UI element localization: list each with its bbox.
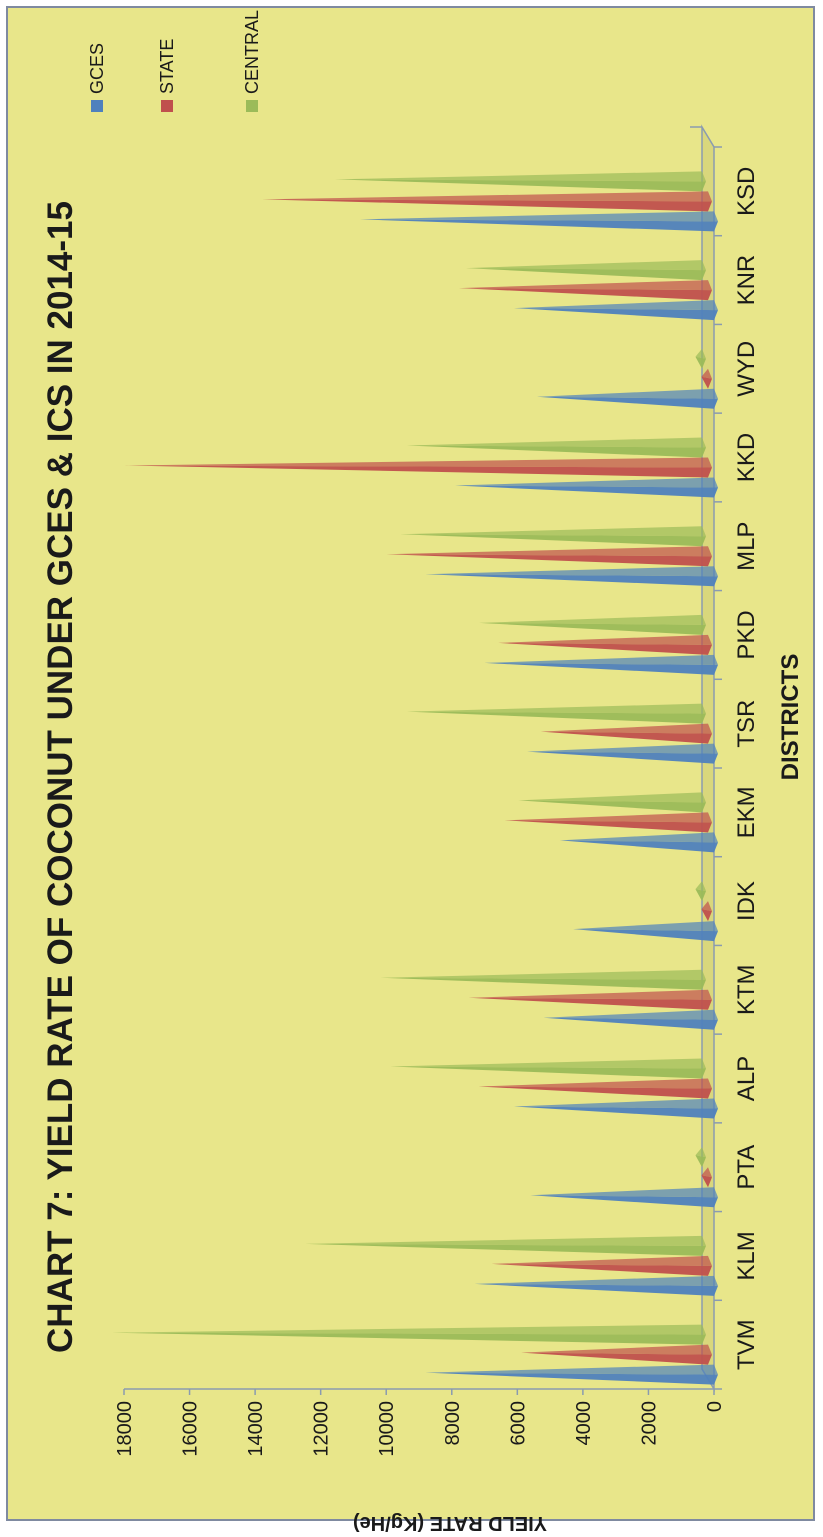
bar-state-alp — [478, 1078, 712, 1099]
chart-title: CHART 7: YIELD RATE OF COCONUT UNDER GCE… — [41, 201, 80, 1353]
bar-state-wyd — [701, 368, 712, 389]
y-axis: 0 2000 4000 6000 8000 10000 12000 14000 16000 180… — [114, 1388, 726, 1457]
bar-state-kkd — [124, 457, 712, 478]
bar-state-idk — [701, 901, 712, 922]
x-tick-label: TSR — [733, 700, 760, 748]
bar-central-pkd — [479, 614, 706, 635]
x-tick-label: PKD — [733, 610, 760, 659]
x-tick-label: KNR — [733, 255, 760, 306]
x-tick-label: ALP — [733, 1056, 760, 1101]
x-tick-label: KTM — [733, 964, 760, 1015]
y-tick-label: 16000 — [180, 1401, 202, 1457]
chart: CHART 7: YIELD RATE OF COCONUT UNDER GCE… — [41, 10, 804, 1534]
legend-item-state: STATE — [157, 39, 177, 112]
legend-label: GCES — [87, 43, 107, 94]
bar-central-pta — [695, 1147, 706, 1168]
legend-item-gces: GCES — [87, 43, 107, 112]
rotated-chart-canvas: CHART 7: YIELD RATE OF COCONUT UNDER GCE… — [8, 8, 823, 1537]
bar-gces-ktm — [543, 1009, 718, 1030]
bar-gces-knr — [514, 300, 718, 321]
y-tick-label: 8000 — [442, 1401, 464, 1446]
bar-central-mlp — [400, 526, 706, 547]
bar-gces-alp — [514, 1098, 718, 1119]
bar-state-ktm — [468, 989, 712, 1010]
bar-central-ksd — [334, 171, 706, 192]
bar-state-pkd — [498, 634, 712, 655]
x-tick-label: WYD — [733, 341, 760, 397]
x-tick-label: EKM — [733, 786, 760, 838]
bar-gces-mlp — [425, 566, 718, 587]
bar-gces-tsr — [527, 743, 718, 764]
y-tick-label: 18000 — [114, 1401, 136, 1457]
y-tick-label: 14000 — [245, 1401, 267, 1457]
bar-state-ksd — [262, 191, 712, 212]
y-tick-label: 0 — [704, 1401, 726, 1412]
legend-label: STATE — [157, 39, 177, 94]
bar-gces-pkd — [484, 654, 718, 675]
bar-gces-ekm — [559, 832, 718, 853]
legend-label: CENTRAL — [242, 10, 262, 94]
y-tick-label: 4000 — [573, 1401, 595, 1446]
bar-central-alp — [390, 1058, 706, 1079]
legend: GCES STATE CENTRAL — [87, 10, 262, 112]
bar-state-knr — [458, 280, 712, 301]
bar-gces-wyd — [537, 388, 718, 409]
legend-swatch — [91, 100, 103, 112]
x-axis-label: DISTRICTS — [777, 654, 804, 781]
bar-central-knr — [466, 260, 706, 281]
bar-central-tvm — [112, 1324, 706, 1345]
x-axis: TVM KLM PTA ALP KTM IDK EKM TSR PKD MLP KKD WYD KNR K… — [714, 146, 760, 1390]
bar-state-mlp — [386, 546, 712, 567]
bar-central-klm — [305, 1235, 706, 1256]
legend-item-central: CENTRAL — [242, 10, 262, 112]
x-tick-label: TVM — [733, 1319, 760, 1370]
x-tick-label: MLP — [733, 522, 760, 571]
bar-central-kkd — [407, 437, 706, 458]
bar-gces-pta — [530, 1187, 718, 1208]
bar-central-idk — [695, 881, 706, 902]
bar-gces-ksd — [360, 211, 718, 232]
y-tick-label: 10000 — [376, 1401, 398, 1457]
bar-gces-klm — [474, 1275, 718, 1296]
bar-central-ekm — [518, 792, 706, 813]
bar-state-tvm — [521, 1344, 712, 1365]
x-tick-label: KLM — [733, 1231, 760, 1280]
y-tick-label: 6000 — [507, 1401, 529, 1446]
bar-central-ktm — [380, 969, 706, 990]
bar-gces-idk — [573, 921, 718, 942]
bar-state-tsr — [540, 723, 712, 744]
x-tick-label: KKD — [733, 433, 760, 482]
y-tick-label: 12000 — [311, 1401, 333, 1457]
legend-swatch — [246, 100, 258, 112]
bar-state-ekm — [504, 812, 712, 833]
bar-gces-kkd — [455, 477, 718, 498]
y-axis-label: YIELD RATE (Kg/He) — [353, 1512, 547, 1534]
y-tick-label: 2000 — [638, 1401, 660, 1446]
legend-swatch — [161, 100, 173, 112]
bar-state-pta — [701, 1167, 712, 1188]
x-tick-label: PTA — [733, 1145, 760, 1190]
x-tick-label: KSD — [733, 167, 760, 216]
plot-area — [112, 124, 718, 1392]
bar-state-klm — [491, 1255, 712, 1276]
bar-central-wyd — [695, 348, 706, 369]
bar-gces-tvm — [425, 1364, 718, 1385]
chart-frame: CHART 7: YIELD RATE OF COCONUT UNDER GCE… — [6, 6, 815, 1534]
x-tick-label: IDK — [733, 881, 760, 921]
bar-central-tsr — [407, 703, 706, 724]
